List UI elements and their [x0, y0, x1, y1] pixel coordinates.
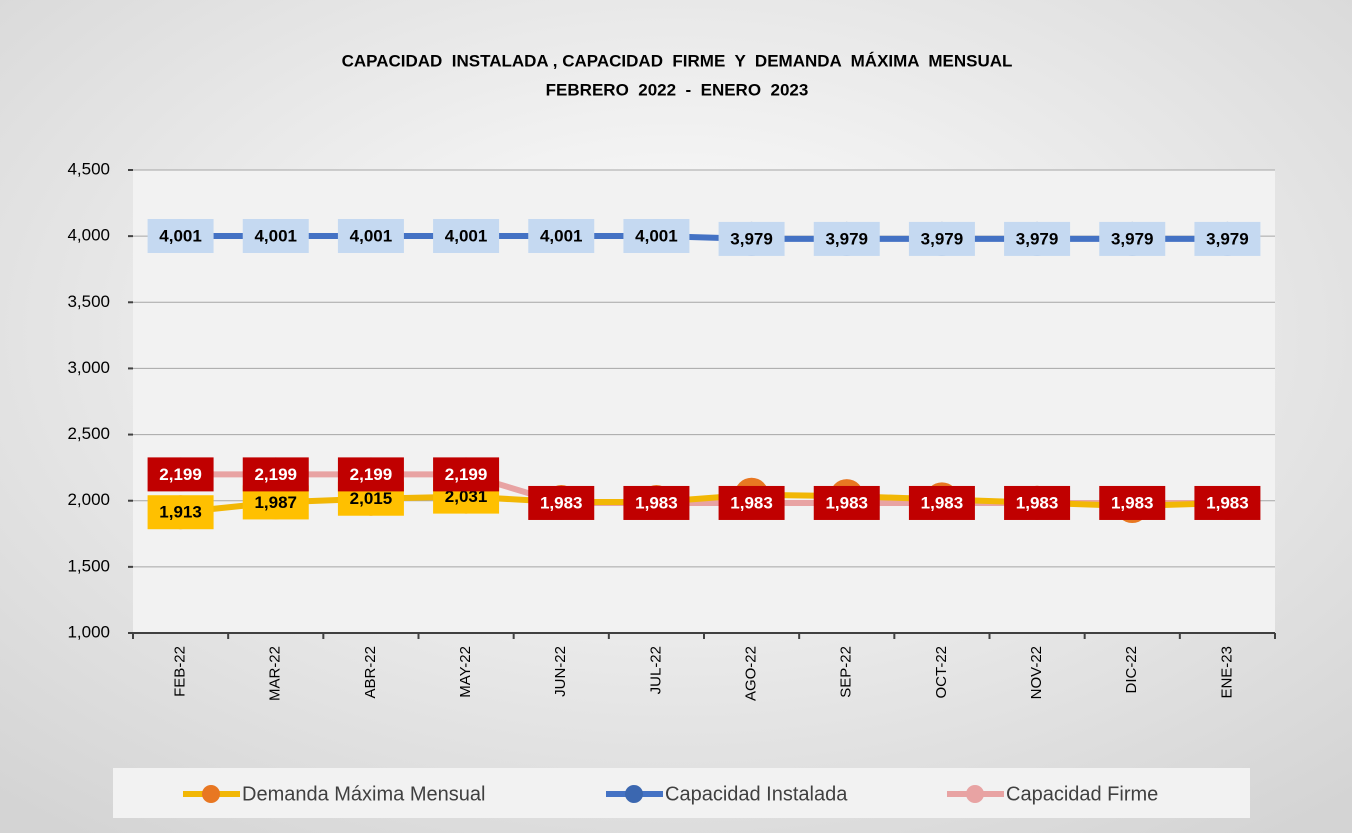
- data-label: 2,015: [350, 489, 393, 508]
- legend-marker: [202, 785, 220, 803]
- data-label: 4,001: [445, 226, 488, 245]
- y-tick-label: 4,000: [67, 226, 110, 245]
- x-tick-label: FEB-22: [172, 646, 189, 697]
- x-tick-label: MAY-22: [457, 646, 474, 698]
- y-tick-label: 4,500: [67, 159, 110, 178]
- data-label-box: [1194, 485, 1261, 520]
- data-label-box: [242, 457, 309, 492]
- data-label: 2,199: [350, 465, 393, 484]
- data-label: 4,001: [540, 226, 583, 245]
- x-tick-label: SEP-22: [838, 646, 855, 698]
- legend-marker: [625, 785, 643, 803]
- chart-title: CAPACIDAD INSTALADA , CAPACIDAD FIRME Y …: [342, 51, 1013, 70]
- data-label: 1,913: [159, 503, 202, 522]
- data-label: 2,199: [445, 465, 488, 484]
- data-label: 3,979: [825, 229, 868, 248]
- plot-area: [133, 170, 1275, 633]
- data-label-box: [908, 221, 975, 256]
- data-label: 4,001: [350, 226, 393, 245]
- legend-marker: [966, 785, 984, 803]
- data-label-box: [718, 221, 785, 256]
- data-label: 3,979: [730, 229, 773, 248]
- data-label-box: [1099, 221, 1166, 256]
- data-label-box: [908, 485, 975, 520]
- data-label-box: [1099, 485, 1166, 520]
- data-label: 1,983: [825, 493, 868, 512]
- y-tick-label: 2,000: [67, 490, 110, 509]
- data-label: 1,983: [921, 493, 964, 512]
- y-tick-label: 1,500: [67, 556, 110, 575]
- x-tick-label: ABR-22: [362, 646, 379, 699]
- data-label-box: [1004, 221, 1071, 256]
- data-label: 1,983: [1206, 493, 1249, 512]
- y-tick-label: 3,500: [67, 292, 110, 311]
- x-tick-label: NOV-22: [1028, 646, 1045, 699]
- data-label-box: [528, 485, 595, 520]
- x-tick-label: AGO-22: [743, 646, 760, 701]
- x-tick-label: DIC-22: [1123, 646, 1140, 694]
- legend-label: Capacidad Instalada: [665, 783, 848, 805]
- data-label: 1,987: [254, 493, 297, 512]
- data-label: 4,001: [635, 226, 678, 245]
- data-label-box: [813, 221, 880, 256]
- chart-subtitle: FEBRERO 2022 - ENERO 2023: [546, 80, 809, 99]
- data-label-box: [337, 219, 404, 254]
- data-label: 1,983: [1111, 493, 1154, 512]
- data-label-box: [1004, 485, 1071, 520]
- data-label-box: [528, 219, 595, 254]
- data-label: 3,979: [921, 229, 964, 248]
- data-label-box: [147, 219, 214, 254]
- x-tick-label: MAR-22: [267, 646, 284, 701]
- data-label: 4,001: [254, 226, 297, 245]
- x-tick-label: ENE-23: [1218, 646, 1235, 699]
- legend-label: Capacidad Firme: [1006, 783, 1158, 805]
- data-label: 1,983: [540, 493, 583, 512]
- legend-box: [113, 768, 1250, 818]
- legend-label: Demanda Máxima Mensual: [242, 783, 485, 805]
- data-label: 4,001: [159, 226, 202, 245]
- data-label: 1,983: [730, 493, 773, 512]
- data-label-box: [433, 457, 500, 492]
- data-label: 3,979: [1016, 229, 1059, 248]
- data-label-box: [623, 485, 690, 520]
- y-tick-label: 2,500: [67, 424, 110, 443]
- x-tick-label: JUL-22: [647, 646, 664, 694]
- data-label-box: [623, 219, 690, 254]
- x-tick-label: JUN-22: [552, 646, 569, 697]
- data-label-box: [718, 485, 785, 520]
- series-line: [180, 233, 1228, 242]
- data-label: 3,979: [1206, 229, 1249, 248]
- data-label: 2,199: [254, 465, 297, 484]
- y-tick-label: 3,000: [67, 358, 110, 377]
- data-label: 3,979: [1111, 229, 1154, 248]
- data-label: 2,031: [445, 487, 488, 506]
- data-label: 2,199: [159, 465, 202, 484]
- data-label-box: [242, 219, 309, 254]
- data-label-box: [147, 495, 214, 530]
- data-label-box: [813, 485, 880, 520]
- data-label-box: [337, 457, 404, 492]
- data-label: 1,983: [635, 493, 678, 512]
- data-label-box: [433, 219, 500, 254]
- x-tick-label: OCT-22: [933, 646, 950, 699]
- data-label: 1,983: [1016, 493, 1059, 512]
- y-tick-label: 1,000: [67, 622, 110, 641]
- data-label-box: [1194, 221, 1261, 256]
- data-label-box: [147, 457, 214, 492]
